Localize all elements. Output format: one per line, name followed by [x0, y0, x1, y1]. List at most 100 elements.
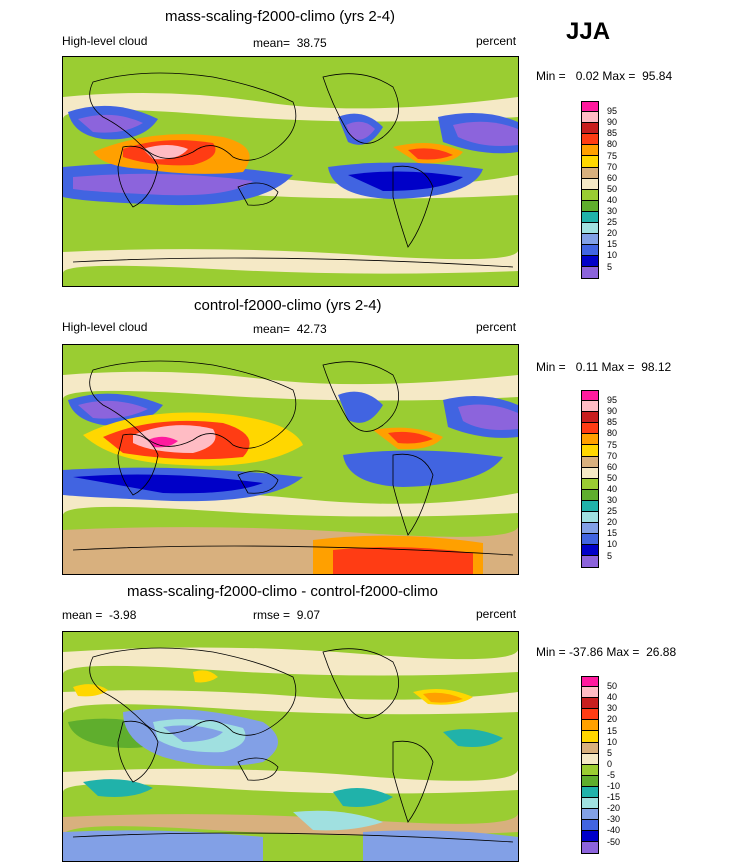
- colorbar-cell: [581, 775, 599, 787]
- colorbar-level-label: 0: [607, 758, 613, 769]
- panel2-title: control-f2000-climo (yrs 2-4): [194, 297, 382, 314]
- colorbar-cell: [581, 178, 599, 190]
- panel2-mean: mean= 42.73: [253, 322, 327, 336]
- colorbar-level-label: 25: [607, 217, 618, 228]
- season-label: JJA: [566, 18, 611, 45]
- colorbar-cell: [581, 101, 599, 113]
- colorbar-level-label: 40: [607, 692, 618, 703]
- colorbar-level-label: 5: [607, 261, 613, 272]
- colorbar-level-label: 30: [607, 206, 618, 216]
- colorbar-cell: [581, 423, 599, 435]
- colorbar-level-label: 10: [607, 250, 618, 261]
- colorbar-cell: [581, 709, 599, 721]
- panel2-colorbar: [581, 390, 599, 568]
- colorbar-cell: [581, 478, 599, 490]
- colorbar-cell: [581, 167, 599, 179]
- colorbar-level-label: -30: [607, 814, 621, 825]
- colorbar-level-label: 80: [607, 139, 618, 150]
- colorbar-level-label: 10: [607, 736, 618, 747]
- colorbar-level-label: -20: [607, 803, 621, 814]
- panel2-map: [62, 344, 519, 575]
- colorbar-level-label: 75: [607, 150, 618, 161]
- colorbar-cell: [581, 809, 599, 821]
- panel3-colorbar-labels: 50 40 30 20 15 10 5 0 -5 -10 -15 -20 -30 -40 -50: [607, 676, 637, 856]
- colorbar-level-label: -5: [607, 769, 616, 780]
- colorbar-cell: [581, 434, 599, 446]
- panel1-variable-label: High-level cloud: [62, 34, 148, 48]
- colorbar-level-label: 5: [607, 747, 613, 758]
- colorbar-cell: [581, 267, 599, 279]
- colorbar-cell: [581, 145, 599, 157]
- panel1-mean: mean= 38.75: [253, 36, 327, 50]
- colorbar-cell: [581, 534, 599, 546]
- panel3-title: mass-scaling-f2000-climo - control-f2000…: [127, 583, 438, 600]
- colorbar-level-label: 15: [607, 239, 618, 250]
- colorbar-level-label: 15: [607, 528, 618, 539]
- colorbar-cell: [581, 211, 599, 224]
- colorbar-level-label: -10: [607, 781, 621, 791]
- colorbar-cell: [581, 831, 599, 843]
- colorbar-level-label: 30: [607, 703, 618, 714]
- colorbar-level-label: 90: [607, 406, 618, 417]
- colorbar-cell: [581, 720, 599, 732]
- colorbar-level-label: 20: [607, 714, 618, 725]
- colorbar-cell: [581, 731, 599, 743]
- colorbar-level-label: 60: [607, 172, 618, 183]
- colorbar-cell: [581, 456, 599, 468]
- panel3-minmax: Min = -37.86 Max = 26.88: [536, 645, 677, 659]
- panel1-map: [62, 56, 519, 287]
- colorbar-level-label: 10: [607, 539, 618, 550]
- panel2-minmax: Min = 0.11 Max = 98.12: [536, 360, 672, 374]
- colorbar-level-label: 40: [607, 483, 618, 494]
- panel3-mean: mean = -3.98: [62, 608, 137, 622]
- colorbar-level-label: -40: [607, 825, 621, 836]
- colorbar-level-label: 30: [607, 495, 618, 505]
- colorbar-level-label: 50: [607, 681, 618, 692]
- colorbar-level-label: -50: [607, 836, 621, 847]
- panel3-colorbar: [581, 676, 599, 854]
- colorbar-cell: [581, 401, 599, 413]
- colorbar-level-label: 20: [607, 517, 618, 528]
- colorbar-level-label: 40: [607, 194, 618, 205]
- colorbar-level-label: 25: [607, 506, 618, 517]
- colorbar-level-label: 75: [607, 439, 618, 450]
- colorbar-cell: [581, 512, 599, 524]
- panel3-rmse: rmse = 9.07: [253, 608, 321, 622]
- colorbar-cell: [581, 820, 599, 832]
- colorbar-cell: [581, 234, 599, 246]
- colorbar-cell: [581, 786, 599, 799]
- colorbar-level-label: -15: [607, 792, 621, 803]
- panel1-colorbar: [581, 101, 599, 279]
- colorbar-level-label: 20: [607, 228, 618, 239]
- panel1-colorbar-labels: 95 90 85 80 75 70 60 50 40 30 25 20 15 10 5: [607, 101, 637, 281]
- colorbar-cell: [581, 842, 599, 854]
- colorbar-cell: [581, 412, 599, 424]
- panel2-colorbar-labels: 95 90 85 80 75 70 60 50 40 30 25 20 15 10 5: [607, 390, 637, 570]
- colorbar-cell: [581, 798, 599, 810]
- colorbar-level-label: 50: [607, 472, 618, 483]
- colorbar-level-label: 70: [607, 161, 618, 172]
- colorbar-cell: [581, 123, 599, 135]
- colorbar-cell: [581, 676, 599, 688]
- colorbar-cell: [581, 134, 599, 146]
- colorbar-level-label: 5: [607, 550, 613, 561]
- colorbar-cell: [581, 489, 599, 501]
- colorbar-level-label: 85: [607, 417, 618, 428]
- colorbar-cell: [581, 467, 599, 479]
- colorbar-cell: [581, 156, 599, 168]
- colorbar-cell: [581, 545, 599, 557]
- panel3-map: [62, 631, 519, 862]
- colorbar-cell: [581, 245, 599, 257]
- colorbar-level-label: 80: [607, 428, 618, 439]
- colorbar-level-label: 15: [607, 725, 618, 736]
- colorbar-cell: [581, 200, 599, 212]
- colorbar-cell: [581, 256, 599, 268]
- colorbar-level-label: 95: [607, 106, 618, 117]
- panel1-title: mass-scaling-f2000-climo (yrs 2-4): [165, 8, 396, 25]
- colorbar-cell: [581, 556, 599, 568]
- panel2-units: percent: [476, 320, 517, 334]
- colorbar-level-label: 50: [607, 183, 618, 194]
- colorbar-level-label: 85: [607, 128, 618, 139]
- colorbar-cell: [581, 500, 599, 513]
- colorbar-cell: [581, 764, 599, 776]
